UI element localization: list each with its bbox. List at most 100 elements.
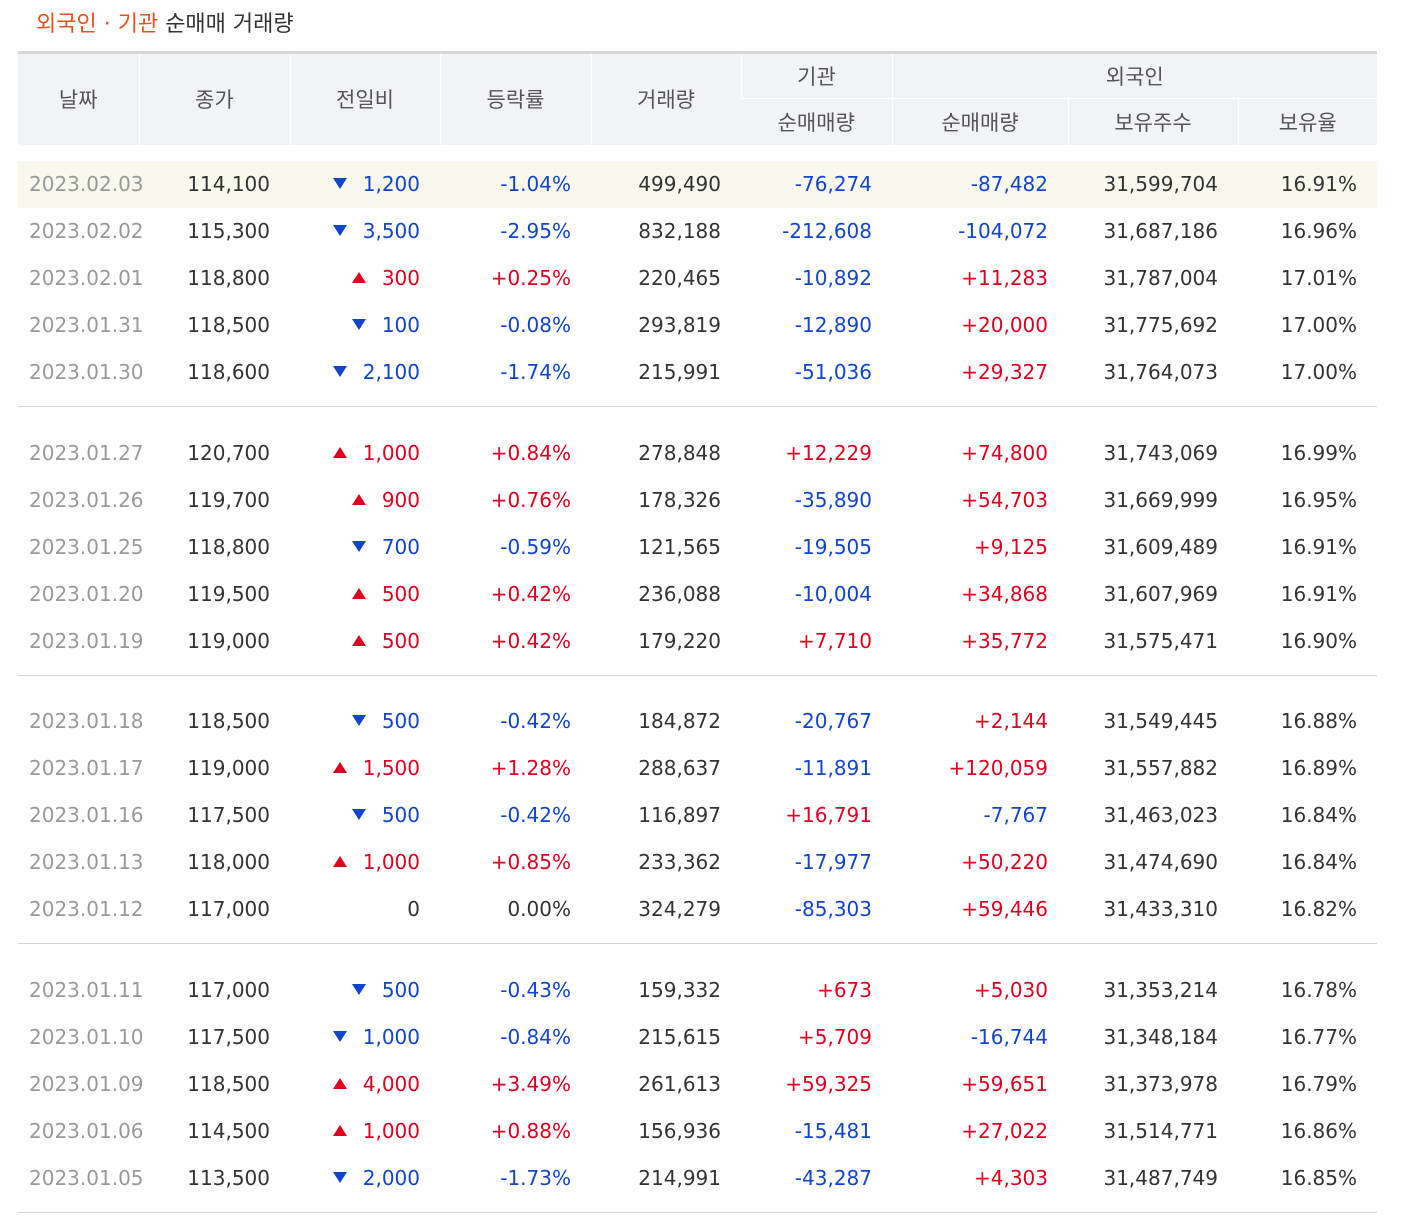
cell-inst-net: -212,608 [782, 219, 872, 243]
cell-close: 117,500 [187, 1024, 270, 1049]
cell-foreign-net: -104,072 [958, 219, 1048, 243]
cell-rate: -1.04% [440, 160, 591, 208]
change-value: 500 [381, 628, 420, 653]
cell-foreign-ratio: 16.84% [1280, 850, 1358, 874]
cell-close: 117,500 [187, 803, 270, 827]
table-row: 2023.01.17 119,000 1,500 +1.28% 288,637 -11,8… [18, 745, 1377, 792]
cell-change: 0 [290, 886, 440, 933]
cell-change: 1,500 [290, 745, 440, 792]
change-value: 1,000 [362, 1118, 420, 1143]
table-row: 2023.01.16 117,500 500 -0.42% 116,897 +16,791… [18, 792, 1377, 839]
cell-change: 100 [290, 302, 440, 349]
cell-foreign-shares: 31,557,882 [1103, 756, 1218, 780]
cell-close: 118,000 [187, 850, 270, 874]
change-value: 500 [381, 803, 420, 827]
title-highlight: 외국인 · 기관 [36, 12, 159, 37]
cell-inst-net: -11,891 [794, 756, 872, 780]
cell-foreign-shares: 31,433,310 [1103, 897, 1218, 921]
cell-volume: 215,991 [638, 360, 721, 384]
cell-change: 2,000 [290, 1154, 440, 1201]
cell-foreign-shares: 31,599,704 [1068, 160, 1238, 208]
cell-volume: 233,362 [638, 850, 721, 874]
cell-rate: -0.59% [500, 534, 571, 559]
table-row: 2023.01.12 117,000 0 0.00% 324,279 -85,303 +59… [18, 886, 1377, 933]
cell-date: 2023.01.25 [29, 534, 144, 559]
col-volume-header: 거래량 [590, 52, 741, 145]
down-triangle-icon [332, 366, 347, 377]
col-foreign-group-header: 외국인 [891, 52, 1378, 99]
cell-foreign-shares: 31,764,073 [1103, 360, 1218, 384]
cell-foreign-ratio: 17.00% [1280, 313, 1358, 337]
cell-change: 1,000 [290, 839, 440, 886]
change-value: 3,500 [362, 219, 420, 243]
table-row: 2023.01.13 118,000 1,000 +0.85% 233,362 -17,9… [18, 839, 1377, 886]
cell-foreign-net: +54,703 [961, 487, 1048, 512]
cell-rate: +0.84% [490, 440, 571, 465]
cell-date: 2023.01.18 [29, 709, 144, 733]
cell-close: 119,000 [187, 628, 270, 653]
cell-rate: +1.28% [490, 756, 571, 780]
cell-foreign-shares: 31,474,690 [1103, 850, 1218, 874]
change-value: 900 [381, 487, 420, 512]
cell-foreign-ratio: 16.90% [1280, 628, 1358, 653]
cell-rate: 0.00% [507, 897, 571, 921]
trading-table: 날짜 종가 전일비 등락률 거래량 기관 외국인 순매매량 순매매량 보유주수 … [18, 51, 1378, 1213]
cell-foreign-ratio: 16.85% [1280, 1165, 1358, 1190]
cell-volume: 179,220 [638, 628, 721, 653]
cell-close: 119,000 [187, 756, 270, 780]
change-value: 1,000 [362, 1024, 420, 1049]
cell-change: 300 [290, 255, 440, 302]
col-close-header: 종가 [138, 52, 290, 145]
cell-foreign-shares: 31,487,749 [1103, 1165, 1218, 1190]
cell-foreign-net: +50,220 [961, 850, 1048, 874]
col-rate-header: 등락률 [439, 52, 591, 145]
trading-table-container: 날짜 종가 전일비 등락률 거래량 기관 외국인 순매매량 순매매량 보유주수 … [18, 51, 1378, 1213]
cell-foreign-net: +59,446 [961, 897, 1048, 921]
cell-volume: 288,637 [638, 756, 721, 780]
cell-foreign-net: +29,327 [961, 360, 1048, 384]
cell-foreign-ratio: 16.82% [1280, 897, 1358, 921]
cell-inst-net: -85,303 [794, 897, 872, 921]
cell-change: 500 [290, 792, 440, 839]
cell-date: 2023.01.10 [29, 1024, 144, 1049]
cell-close: 118,600 [187, 360, 270, 384]
cell-foreign-net: +74,800 [961, 440, 1048, 465]
cell-rate: -1.74% [500, 360, 571, 384]
cell-date: 2023.01.13 [29, 850, 144, 874]
section-title: 외국인 · 기관 순매매 거래량 [36, 10, 294, 40]
up-triangle-icon [351, 634, 366, 646]
cell-change: 4,000 [290, 1060, 440, 1107]
cell-date: 2023.01.09 [29, 1071, 144, 1096]
cell-inst-net: -17,977 [794, 850, 872, 874]
up-triangle-icon [351, 272, 366, 283]
cell-foreign-shares: 31,787,004 [1103, 266, 1218, 290]
cell-foreign-shares: 31,743,069 [1103, 440, 1218, 465]
cell-foreign-ratio: 16.91% [1280, 534, 1358, 559]
cell-rate: -0.42% [500, 803, 571, 827]
cell-date: 2023.01.27 [29, 440, 144, 465]
cell-volume: 116,897 [638, 803, 721, 827]
cell-foreign-net: +11,283 [961, 266, 1048, 290]
cell-volume: 156,936 [638, 1118, 721, 1143]
cell-change: 500 [290, 966, 440, 1013]
cell-change: 1,000 [290, 1107, 440, 1154]
cell-date: 2023.01.20 [29, 581, 144, 606]
up-triangle-icon [351, 587, 366, 599]
cell-foreign-ratio: 16.84% [1280, 803, 1358, 827]
cell-rate: +0.25% [490, 266, 571, 290]
cell-volume: 184,872 [638, 709, 721, 733]
down-triangle-icon [351, 715, 366, 726]
cell-inst-net: -10,004 [794, 581, 872, 606]
cell-volume: 220,465 [638, 266, 721, 290]
cell-foreign-shares: 31,463,023 [1103, 803, 1218, 827]
change-value: 300 [381, 266, 420, 290]
cell-close: 117,000 [187, 897, 270, 921]
cell-date: 2023.01.31 [29, 313, 144, 337]
cell-foreign-ratio: 17.00% [1280, 360, 1358, 384]
cell-close: 118,500 [187, 313, 270, 337]
cell-volume: 121,565 [638, 534, 721, 559]
cell-foreign-net: +59,651 [961, 1071, 1048, 1096]
cell-inst-net: -15,481 [794, 1118, 872, 1143]
change-value: 700 [381, 534, 420, 559]
col-change-header: 전일비 [289, 52, 440, 145]
